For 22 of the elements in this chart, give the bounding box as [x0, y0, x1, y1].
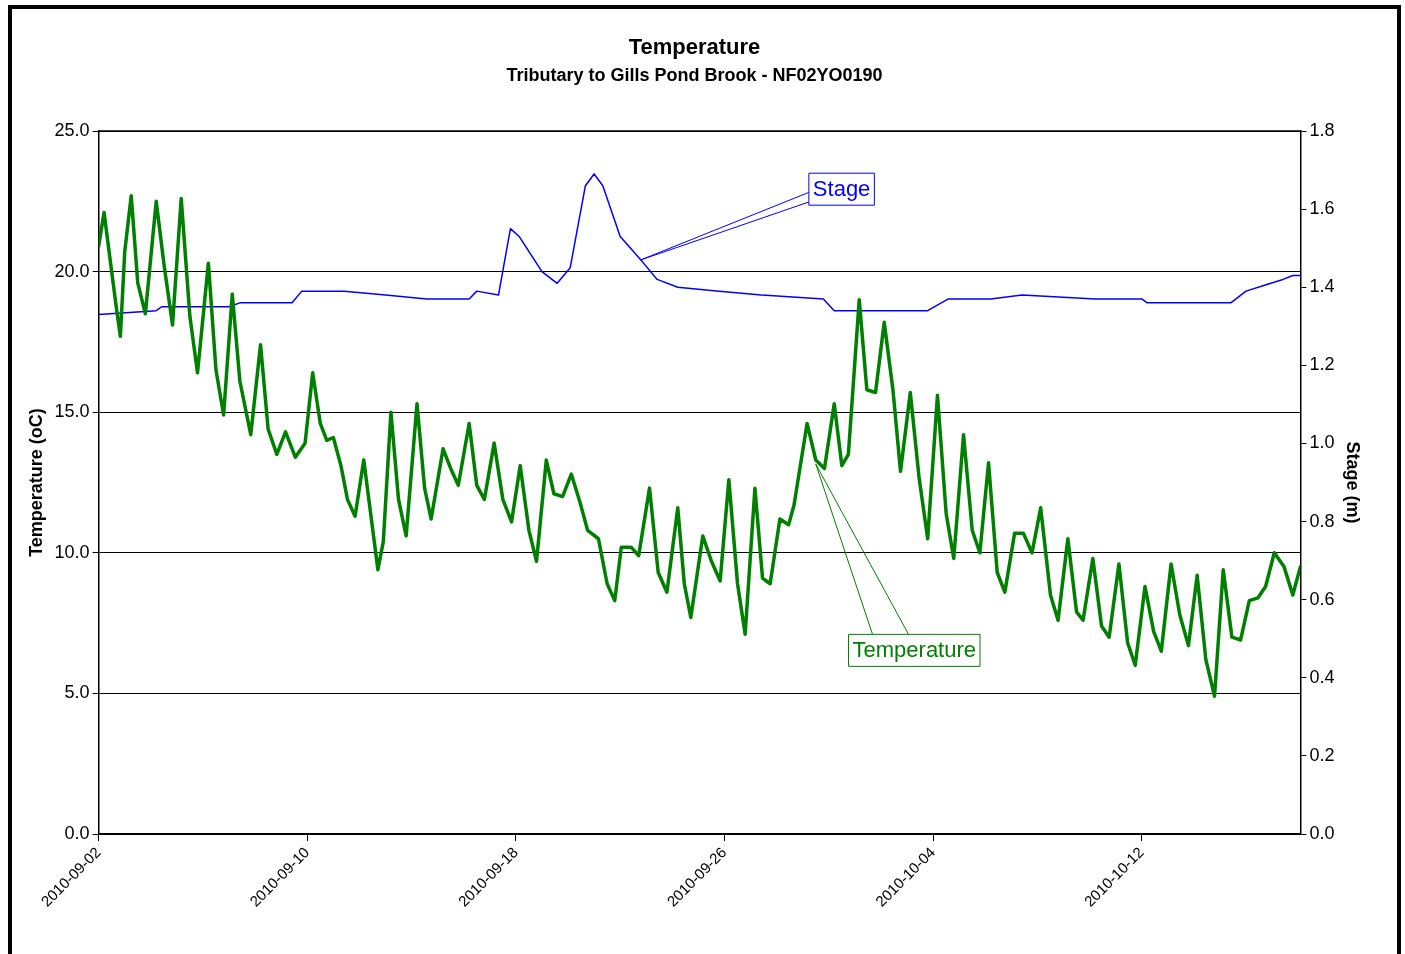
y-tick-label: 5.0 [64, 682, 90, 703]
y2-tick-label: 0.4 [1309, 666, 1335, 687]
y2-tick-label: 0.6 [1309, 588, 1335, 609]
y-axis-title: Temperature (oC) [25, 408, 46, 557]
y2-tick-label: 1.2 [1309, 354, 1335, 375]
y-tick-label: 0.0 [64, 822, 90, 843]
y2-tick-label: 1.4 [1309, 276, 1335, 297]
y2-tick-label: 1.6 [1309, 198, 1335, 219]
y2-tick-label: 1.8 [1309, 119, 1335, 140]
y2-tick-label: 0.0 [1309, 822, 1335, 843]
y2-axis-title: Stage (m) [1343, 441, 1364, 524]
text: Temperature [852, 637, 977, 663]
y-tick-label: 20.0 [54, 260, 90, 281]
y-tick-label: 25.0 [54, 119, 90, 140]
y2-tick-label: 0.2 [1309, 744, 1335, 765]
text: Stage [812, 176, 871, 202]
y2-tick-label: 1.0 [1309, 432, 1335, 453]
y-tick-label: 15.0 [54, 401, 90, 422]
y2-tick-label: 0.8 [1309, 510, 1335, 531]
chart-subtitle: Tributary to Gills Pond Brook - NF02YO0190 [506, 65, 883, 86]
y-tick-label: 10.0 [54, 541, 90, 562]
chart-title: Temperature [628, 34, 761, 60]
